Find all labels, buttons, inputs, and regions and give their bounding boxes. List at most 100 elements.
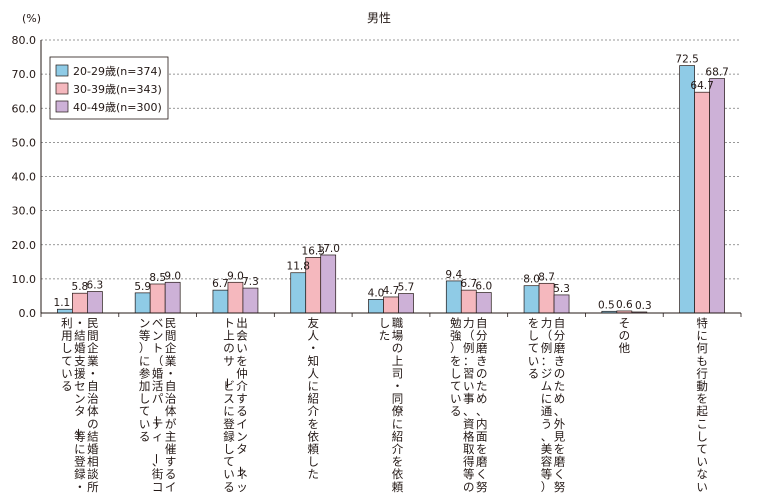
y-tick-label: 20.0	[12, 239, 37, 252]
x-category-label-column: 職場の上司・同僚に紹介を依頼	[392, 316, 404, 493]
data-label: 0.6	[616, 299, 633, 311]
data-label: 6.7	[212, 278, 229, 290]
x-category-label-column: した	[379, 316, 391, 343]
data-label: 8.5	[149, 272, 166, 284]
data-label: 5.7	[398, 282, 415, 294]
x-category-label-column: ト上のサービスに登録している	[220, 316, 235, 493]
x-category-label-column: 友人・知人に紹介を依頼した	[307, 316, 319, 481]
data-label: 4.7	[383, 285, 400, 297]
legend-swatch	[55, 82, 69, 95]
x-category-label: 友人・知人に紹介を依頼した	[307, 316, 319, 481]
data-label: 4.0	[368, 287, 385, 299]
x-category-label-column: 力（例：習い事、資格取得等の	[463, 316, 475, 493]
data-label: 72.5	[675, 54, 698, 66]
legend-label: 40-49歳(n=300)	[73, 101, 162, 114]
legend: 20-29歳(n=374) 30-39歳(n=343) 40-49歳(n=300)	[49, 56, 169, 120]
x-category-label-column: 自分磨きのため、外見を磨く努	[554, 316, 566, 493]
y-tick-label: 0.0	[19, 307, 37, 320]
legend-box	[49, 56, 169, 120]
bar	[72, 292, 88, 314]
x-category-label-column: 民間企業・自治体の結婚相談所	[87, 316, 99, 493]
x-category-label-column: その他	[619, 316, 631, 355]
data-label: 6.0	[475, 281, 492, 293]
bar	[445, 280, 462, 314]
legend-label: 20-29歳(n=374)	[73, 65, 162, 78]
x-category-label-column: ベント（婚活パーティー、街コ	[149, 316, 164, 493]
x-category-label: その他	[619, 316, 631, 355]
bar	[164, 281, 181, 314]
data-label: 11.8	[287, 261, 310, 273]
data-label: 7.3	[242, 276, 259, 288]
x-category-label-column: 利用している	[61, 316, 73, 393]
data-label: 9.4	[445, 269, 462, 281]
bar	[368, 299, 384, 314]
bar	[398, 293, 414, 314]
x-category-label-column: 特に何も行動を起こしていない	[696, 316, 708, 493]
y-axis-label: (%)	[22, 12, 41, 25]
y-tick-label: 10.0	[12, 273, 37, 286]
bar	[57, 308, 73, 314]
x-category-label: 民間企業・自治体の結婚相談所・結婚支援センター等に登録・利用している	[61, 316, 99, 493]
data-label: 6.3	[87, 280, 104, 292]
bar	[134, 292, 151, 314]
legend-swatch	[55, 64, 69, 77]
bar	[383, 296, 399, 314]
bar	[149, 283, 166, 314]
bar	[227, 281, 244, 314]
data-label: 5.8	[72, 281, 89, 293]
bar	[87, 291, 103, 314]
x-category-label-column: 出会いを仲介するインターネッ	[233, 316, 248, 493]
x-category-label-column: 勉強）をしている	[450, 316, 462, 418]
data-label: 5.3	[553, 283, 570, 295]
data-label: 9.0	[227, 270, 244, 282]
bar-series	[57, 65, 725, 314]
data-label: 68.7	[705, 67, 728, 79]
value-labels: 1.15.86.3 5.98.59.06.79.07.311.816.317.04…	[54, 54, 729, 312]
legend-swatch	[55, 100, 69, 113]
bar	[320, 254, 337, 314]
x-category-label-column: をしている	[528, 316, 540, 380]
bar	[290, 272, 307, 314]
bar	[679, 65, 695, 314]
legend-label: 30-39歳(n=343)	[73, 83, 162, 96]
data-label: 8.7	[538, 271, 555, 283]
x-category-label-column: ン等）に参加している	[139, 316, 151, 443]
x-category-label-column: ・結婚支援センター等に登録・	[71, 316, 86, 493]
bar	[460, 289, 477, 314]
bar	[212, 289, 229, 314]
x-axis-categories: 民間企業・自治体の結婚相談所・結婚支援センター等に登録・利用している民間企業・自…	[61, 316, 708, 493]
x-category-label-column: 民間企業・自治体が主催するイ	[165, 316, 177, 493]
bar	[242, 287, 259, 314]
bar	[553, 294, 570, 314]
y-tick-label: 50.0	[12, 136, 37, 149]
x-category-label: 特に何も行動を起こしていない	[696, 316, 708, 493]
axes	[40, 40, 742, 317]
data-label: 0.5	[598, 299, 615, 311]
data-label: 5.9	[134, 281, 151, 293]
data-label: 9.0	[164, 270, 181, 282]
y-tick-label: 70.0	[12, 68, 37, 81]
y-tick-label: 30.0	[12, 205, 37, 218]
y-tick-label: 60.0	[12, 102, 37, 115]
bar	[709, 78, 725, 314]
x-category-label-column: 自分磨きのため、内面を磨く努	[476, 316, 488, 493]
bar	[538, 282, 555, 314]
x-category-label-column: 力（例：ジムに通う、美容等）	[541, 316, 553, 493]
bar	[694, 91, 710, 314]
chart-title: 男性	[367, 11, 391, 25]
data-label: 0.3	[635, 300, 652, 312]
y-tick-label: 80.0	[12, 34, 37, 47]
data-label: 6.7	[460, 278, 477, 290]
y-tick-label: 40.0	[12, 171, 37, 184]
data-label: 64.7	[690, 80, 713, 92]
data-label: 17.0	[317, 243, 340, 255]
data-label: 16.3	[302, 245, 325, 257]
bar	[475, 292, 492, 314]
y-axis-ticks: 0.0 10.0 20.0 30.0 40.0 50.0 60.0 70.0 80.0	[12, 34, 37, 320]
